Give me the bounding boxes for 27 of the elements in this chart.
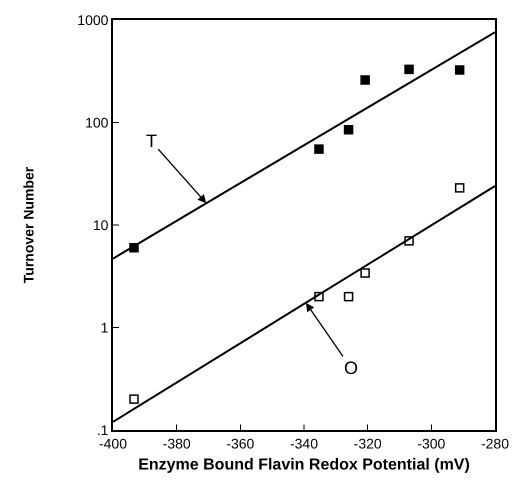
point bbox=[129, 394, 139, 404]
point bbox=[344, 292, 354, 302]
x-tick-label: -300 bbox=[417, 436, 446, 452]
y-tick-label: 10 bbox=[92, 216, 109, 233]
point bbox=[344, 124, 354, 134]
annotation: T bbox=[146, 131, 157, 151]
x-tick-label: -380 bbox=[162, 436, 191, 452]
y-axis-title: Turnover Number bbox=[20, 166, 36, 284]
point bbox=[404, 64, 414, 74]
x-tick-label: -400 bbox=[98, 436, 128, 452]
point bbox=[454, 65, 464, 75]
x-tick-label: -280 bbox=[480, 436, 510, 452]
y-tick-label: 1000 bbox=[77, 12, 109, 28]
x-tick-label: -360 bbox=[226, 436, 255, 452]
annotation: O bbox=[344, 358, 358, 378]
x-tick-label: -340 bbox=[290, 436, 318, 452]
point bbox=[360, 75, 370, 85]
point bbox=[404, 236, 414, 246]
point bbox=[314, 292, 324, 302]
y-tick-label: 100 bbox=[85, 114, 109, 130]
point bbox=[314, 144, 324, 154]
y-tick-label: 1 bbox=[100, 319, 109, 336]
point bbox=[360, 268, 370, 278]
point bbox=[454, 183, 464, 193]
x-tick-label: -320 bbox=[354, 436, 382, 452]
y-tick-label: .1 bbox=[96, 422, 109, 438]
x-axis-title: Enzyme Bound Flavin Redox Potential (mV) bbox=[138, 456, 470, 474]
